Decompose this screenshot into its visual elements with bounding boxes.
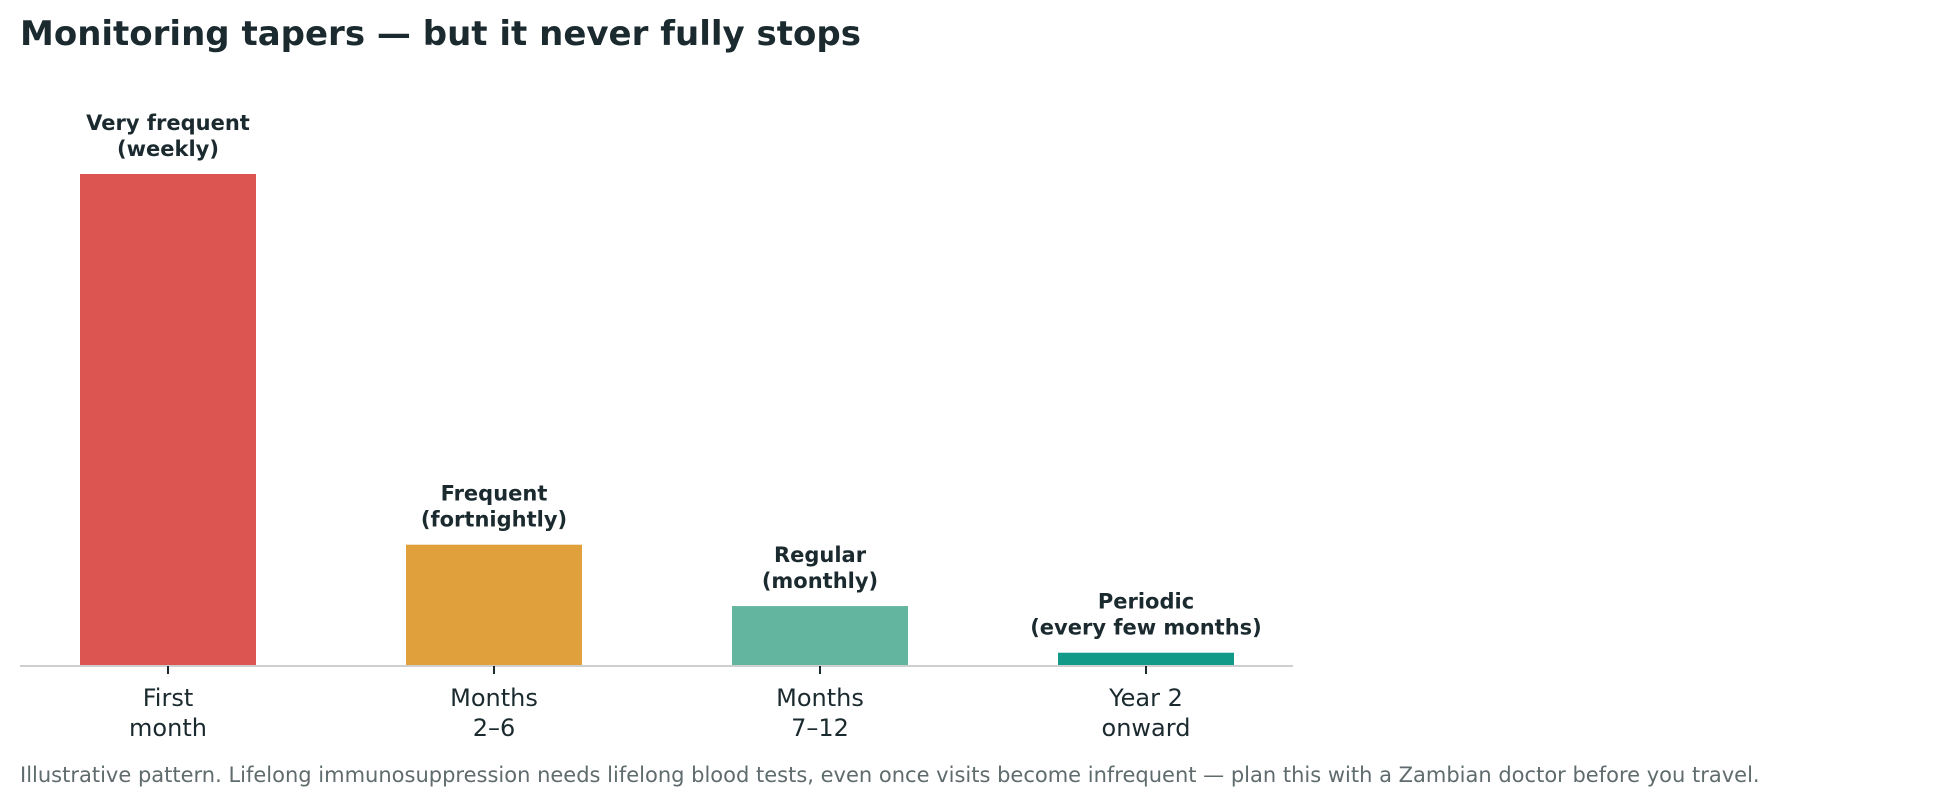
x-tick-label: Months 7–12: [776, 684, 864, 742]
bar-4: [1058, 652, 1234, 665]
data-label: Regular (monthly): [762, 543, 878, 593]
data-labels-group: Very frequent (weekly) Frequent (fortnightl…: [86, 111, 1262, 640]
x-tick-label: Year 2 onward: [1102, 684, 1191, 742]
bar-1: [80, 174, 256, 665]
bar-2: [406, 544, 582, 665]
x-ticks-group: First month Months 2–6 Months 7–12 Year 2 onwar…: [129, 666, 1190, 742]
footnote-caption: Illustrative pattern. Lifelong immunosup…: [20, 763, 1760, 787]
bars-group: [80, 174, 1234, 665]
bar-3: [732, 606, 908, 665]
data-label: Very frequent (weekly): [86, 111, 250, 161]
x-tick-label: Months 2–6: [450, 684, 538, 742]
chart-title: Monitoring tapers — but it never fully s…: [20, 14, 861, 54]
data-label: Frequent (fortnightly): [421, 482, 567, 532]
x-tick-label: First month: [129, 684, 207, 742]
data-label: Periodic (every few months): [1030, 590, 1262, 640]
